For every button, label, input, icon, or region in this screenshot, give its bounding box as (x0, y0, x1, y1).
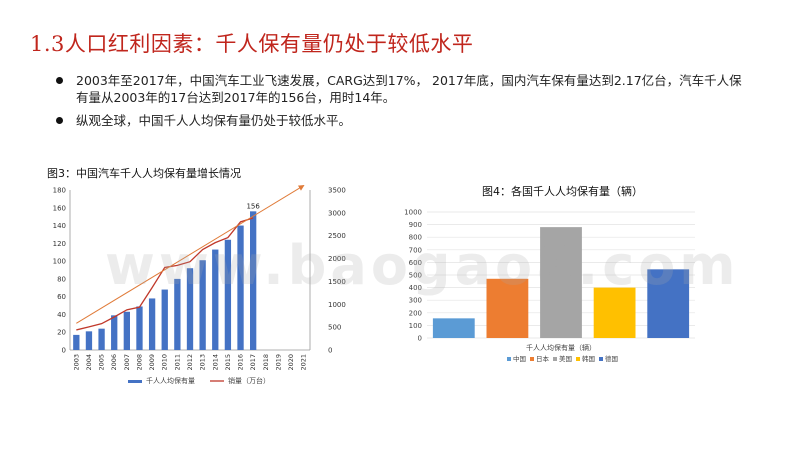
x-tick-label: 2004 (85, 354, 93, 371)
bar (73, 334, 80, 350)
x-tick-label: 2010 (161, 354, 169, 371)
y-tick-label-left: 100 (53, 258, 66, 266)
legend-label: 美国 (559, 354, 572, 363)
bullet-item: 2003年至2017年，中国汽车工业飞速发展，CARG达到17%， 2017年底… (56, 72, 746, 106)
y-tick-label: 200 (409, 309, 422, 317)
legend-swatch (530, 357, 534, 361)
x-tick-label: 2009 (148, 354, 156, 371)
x-tick-label: 2019 (274, 354, 282, 371)
y-tick-label: 700 (409, 246, 422, 254)
y-tick-label: 300 (409, 297, 422, 305)
y-tick-label: 900 (409, 221, 422, 229)
legend-label: 德国 (605, 354, 618, 363)
legend-swatch-bars (128, 380, 142, 383)
bar-4 (647, 269, 690, 338)
bar-1 (486, 278, 529, 338)
legend-label: 日本 (536, 354, 550, 363)
bar (136, 306, 143, 350)
x-tick-label: 2013 (199, 354, 207, 371)
y-tick-label: 0 (418, 335, 422, 343)
y-tick-label-right: 1000 (328, 301, 346, 309)
y-tick-label: 400 (409, 284, 422, 292)
y-tick-label-right: 1500 (328, 278, 346, 286)
bar-0 (432, 318, 475, 338)
x-tick-label: 2014 (211, 354, 219, 371)
y-tick-label: 100 (409, 322, 422, 330)
bar (111, 315, 118, 350)
bar (237, 225, 244, 350)
china-ownership-chart: 0 20 40 60 80 100 120 140 160 180 0 500 1000 1500 2000… (53, 185, 346, 385)
x-tick-label: 2007 (123, 354, 131, 371)
slide-title: 1.3人口红利因素：千人保有量仍处于较低水平 (30, 32, 474, 56)
bar (161, 289, 168, 350)
legend-swatch (553, 357, 557, 361)
y-tick-label-right: 3500 (328, 187, 346, 195)
y-tick-label-right: 2500 (328, 232, 346, 240)
y-tick-label-left: 120 (53, 240, 66, 248)
legend-label: 千人人均保有量 (146, 376, 195, 385)
x-tick-label: 2018 (262, 354, 270, 371)
bullet-item: 纵观全球，中国千人人均保有量仍处于较低水平。 (56, 112, 746, 129)
y-tick-label-right: 500 (328, 324, 341, 332)
country-ownership-chart: 0 100 200 300 400 500 600 700 800 900 1000 千人人均保有量（… (404, 209, 695, 363)
bar (186, 268, 194, 350)
legend-label: 中国 (513, 354, 526, 363)
bar (148, 298, 156, 350)
chart-title: 图3：中国汽车千人人均保有量增长情况 (47, 167, 241, 180)
bar-2 (540, 227, 582, 338)
sales-line (76, 217, 254, 331)
x-tick-label: 2021 (300, 354, 308, 371)
x-tick-label: 2015 (224, 354, 232, 371)
y-tick-label-left: 40 (57, 311, 66, 319)
y-tick-label: 800 (409, 234, 422, 242)
y-tick-label-right: 0 (328, 347, 332, 355)
trend-arrow (76, 185, 305, 324)
y-tick-label: 1000 (404, 209, 422, 217)
bar (212, 249, 219, 350)
x-tick-label: 2016 (237, 354, 245, 371)
x-tick-label: 2011 (173, 354, 181, 371)
x-tick-label: 2008 (135, 354, 143, 371)
y-tick-label-left: 0 (62, 347, 66, 355)
bar (174, 278, 181, 350)
y-tick-label-left: 60 (57, 293, 66, 301)
bar (199, 260, 206, 350)
legend-swatch (507, 357, 511, 361)
legend-swatch (599, 357, 603, 361)
bar (98, 328, 105, 350)
y-tick-label-left: 80 (57, 275, 66, 283)
bar-3 (593, 287, 636, 338)
x-axis-label: 千人人均保有量（辆） (526, 343, 596, 352)
y-tick-label-left: 180 (53, 187, 66, 195)
chart-title: 图4：各国千人人均保有量（辆） (482, 185, 643, 198)
legend-swatch (576, 357, 580, 361)
bar (123, 311, 130, 350)
x-tick-label: 2005 (98, 354, 106, 371)
bar (224, 239, 232, 350)
y-tick-label: 500 (409, 272, 422, 280)
bullet-list: 2003年至2017年，中国汽车工业飞速发展，CARG达到17%， 2017年底… (56, 72, 746, 135)
data-label: 156 (246, 202, 260, 210)
y-tick-label: 600 (409, 259, 422, 267)
bar (250, 211, 257, 350)
legend-label: 销量（万台） (228, 376, 270, 385)
x-tick-label: 2006 (110, 354, 118, 371)
x-tick-label: 2020 (287, 354, 295, 371)
x-tick-label: 2012 (186, 354, 194, 371)
legend-label: 韩国 (582, 354, 595, 363)
y-tick-label-left: 140 (53, 222, 66, 230)
bar (85, 331, 93, 350)
y-tick-label-left: 20 (57, 329, 66, 337)
x-tick-label: 2003 (72, 354, 80, 371)
x-tick-label: 2017 (249, 354, 257, 371)
y-tick-label-right: 2000 (328, 255, 346, 263)
y-tick-label-left: 160 (53, 204, 66, 212)
y-tick-label-right: 3000 (328, 209, 346, 217)
